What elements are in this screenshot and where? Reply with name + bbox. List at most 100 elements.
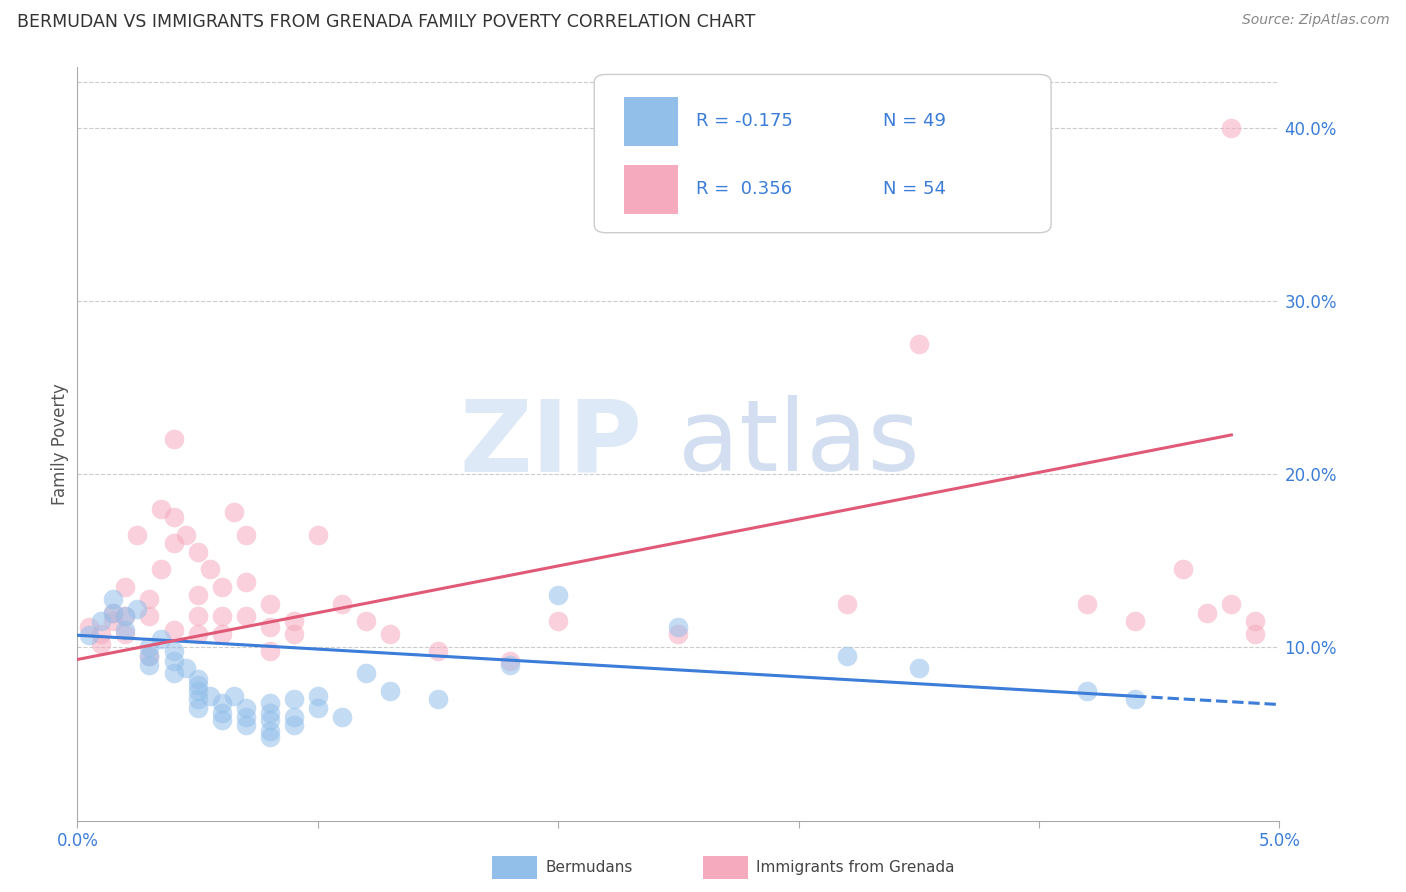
FancyBboxPatch shape [595, 74, 1052, 233]
Point [283, 615, 305, 629]
Point [235, 527, 257, 541]
Text: R =  0.356: R = 0.356 [696, 180, 793, 198]
Point [1220, 597, 1243, 611]
Point [330, 709, 353, 723]
Text: Immigrants from Grenada: Immigrants from Grenada [756, 860, 955, 875]
Point [162, 654, 184, 668]
Point [235, 718, 257, 732]
Point [138, 648, 160, 663]
Point [174, 661, 197, 675]
Point [187, 692, 209, 706]
Point [330, 597, 353, 611]
Text: R = -0.175: R = -0.175 [696, 112, 793, 130]
Point [499, 654, 522, 668]
Point [908, 661, 931, 675]
Text: Source: ZipAtlas.com: Source: ZipAtlas.com [1241, 13, 1389, 28]
Point [174, 527, 197, 541]
Point [211, 706, 233, 721]
Point [283, 718, 305, 732]
Point [114, 609, 136, 624]
Point [198, 562, 221, 576]
Point [668, 619, 690, 633]
Point [103, 606, 125, 620]
Point [427, 644, 450, 658]
Text: atlas: atlas [679, 395, 920, 492]
Point [90, 615, 112, 629]
Point [211, 626, 233, 640]
Point [187, 626, 209, 640]
Point [187, 609, 209, 624]
Point [138, 640, 160, 655]
Point [427, 692, 450, 706]
Point [103, 591, 125, 606]
Point [283, 709, 305, 723]
Text: ZIP: ZIP [460, 395, 643, 492]
Point [138, 609, 160, 624]
Point [283, 692, 305, 706]
Bar [624, 165, 679, 214]
Text: Bermudans: Bermudans [546, 860, 633, 875]
Point [162, 666, 184, 681]
Point [259, 696, 281, 710]
Point [499, 657, 522, 672]
Point [1173, 562, 1195, 576]
Point [127, 602, 149, 616]
Point [150, 632, 173, 646]
Point [307, 689, 329, 703]
Point [354, 615, 377, 629]
Point [162, 433, 184, 447]
Point [259, 713, 281, 727]
Point [127, 527, 149, 541]
Point [259, 731, 281, 745]
Point [354, 666, 377, 681]
Text: BERMUDAN VS IMMIGRANTS FROM GRENADA FAMILY POVERTY CORRELATION CHART: BERMUDAN VS IMMIGRANTS FROM GRENADA FAMI… [17, 13, 755, 31]
Point [235, 574, 257, 589]
Point [835, 648, 858, 663]
Point [1123, 615, 1146, 629]
Point [162, 644, 184, 658]
Y-axis label: Family Poverty: Family Poverty [51, 383, 69, 505]
Point [378, 683, 401, 698]
Point [1076, 597, 1098, 611]
Point [259, 723, 281, 738]
Point [90, 626, 112, 640]
Point [283, 626, 305, 640]
Point [1244, 626, 1267, 640]
Point [235, 609, 257, 624]
Point [235, 701, 257, 715]
Point [259, 597, 281, 611]
Point [187, 588, 209, 602]
Point [259, 644, 281, 658]
Point [211, 580, 233, 594]
Point [187, 683, 209, 698]
Point [259, 706, 281, 721]
Point [307, 701, 329, 715]
Point [187, 545, 209, 559]
Text: N = 54: N = 54 [883, 180, 946, 198]
Point [198, 689, 221, 703]
Point [211, 696, 233, 710]
Point [187, 678, 209, 692]
Point [138, 591, 160, 606]
Point [668, 626, 690, 640]
Point [1076, 683, 1098, 698]
Point [307, 527, 329, 541]
Text: N = 49: N = 49 [883, 112, 946, 130]
Point [114, 609, 136, 624]
Point [150, 562, 173, 576]
Point [79, 619, 101, 633]
Point [162, 623, 184, 637]
Point [547, 615, 569, 629]
Point [222, 505, 245, 519]
Bar [624, 97, 679, 146]
Point [162, 536, 184, 550]
Point [103, 606, 125, 620]
Point [114, 623, 136, 637]
Point [1220, 120, 1243, 135]
Point [187, 672, 209, 686]
Point [114, 626, 136, 640]
Point [235, 709, 257, 723]
Point [187, 701, 209, 715]
Point [211, 609, 233, 624]
Point [222, 689, 245, 703]
